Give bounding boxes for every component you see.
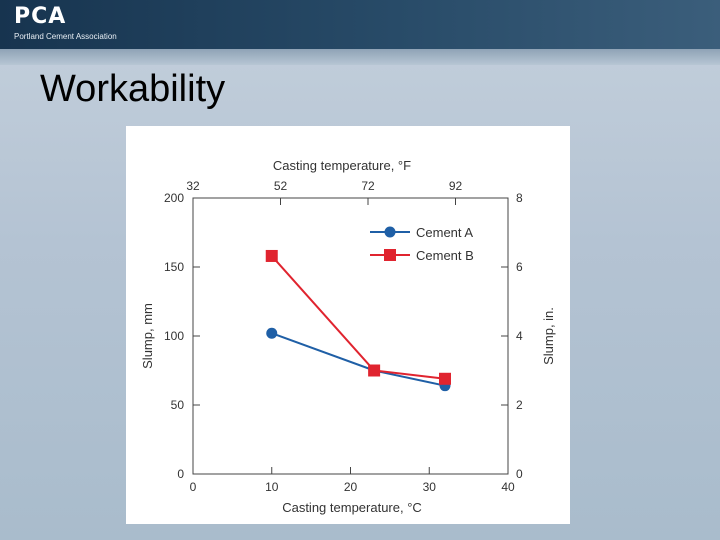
cement-a-legend-label: Cement A <box>416 225 473 240</box>
cement-b-point-2 <box>439 372 451 385</box>
y-tick-label-4: 200 <box>164 191 184 205</box>
y2-tick-label-2: 4 <box>516 329 523 343</box>
cement-b-legend-label: Cement B <box>416 248 474 263</box>
y2-tick-label-3: 6 <box>516 260 523 274</box>
cement-b-line <box>271 255 446 380</box>
x2-tick-label-3: 92 <box>449 179 463 193</box>
left-axis-title: Slump, mm <box>140 303 155 369</box>
x-tick-label-4: 40 <box>501 480 515 494</box>
chart-panel: Casting temperature, °F Casting temperat… <box>126 126 570 524</box>
cement-a-line <box>271 332 446 387</box>
bottom-axis-title: Casting temperature, °C <box>282 500 422 515</box>
top-axis-title: Casting temperature, °F <box>273 158 411 173</box>
slump-chart: Casting temperature, °F Casting temperat… <box>140 158 556 515</box>
header-strip <box>0 49 720 65</box>
x-tick-label-3: 30 <box>423 480 437 494</box>
x2-tick-label-1: 52 <box>274 179 288 193</box>
cement-b-legend-marker <box>384 249 396 261</box>
y-tick-label-1: 50 <box>171 398 185 412</box>
x-tick-label-1: 10 <box>265 480 279 494</box>
cement-a-point-0 <box>266 327 278 339</box>
header-bar: PCA Portland Cement Association <box>0 0 720 49</box>
cement-b-point-1 <box>368 364 381 377</box>
y-tick-label-2: 100 <box>164 329 184 343</box>
slide-title: Workability <box>40 68 226 110</box>
pca-logo: PCA Portland Cement Association <box>14 4 117 42</box>
logo-subtitle: Portland Cement Association <box>14 32 117 41</box>
cement-a-legend-marker <box>384 226 396 238</box>
x2-tick-label-0: 32 <box>186 179 200 193</box>
y2-tick-label-4: 8 <box>516 191 523 205</box>
y2-tick-label-1: 2 <box>516 398 523 412</box>
x-tick-label-0: 0 <box>190 480 197 494</box>
y-tick-label-0: 0 <box>177 467 184 481</box>
y-tick-label-3: 150 <box>164 260 184 274</box>
right-axis-title: Slump, in. <box>541 307 556 365</box>
x2-tick-label-2: 72 <box>361 179 375 193</box>
x-tick-label-2: 20 <box>344 480 358 494</box>
logo-mark: PCA <box>14 4 67 29</box>
cement-b-point-0 <box>265 249 278 262</box>
y2-tick-label-0: 0 <box>516 467 523 481</box>
